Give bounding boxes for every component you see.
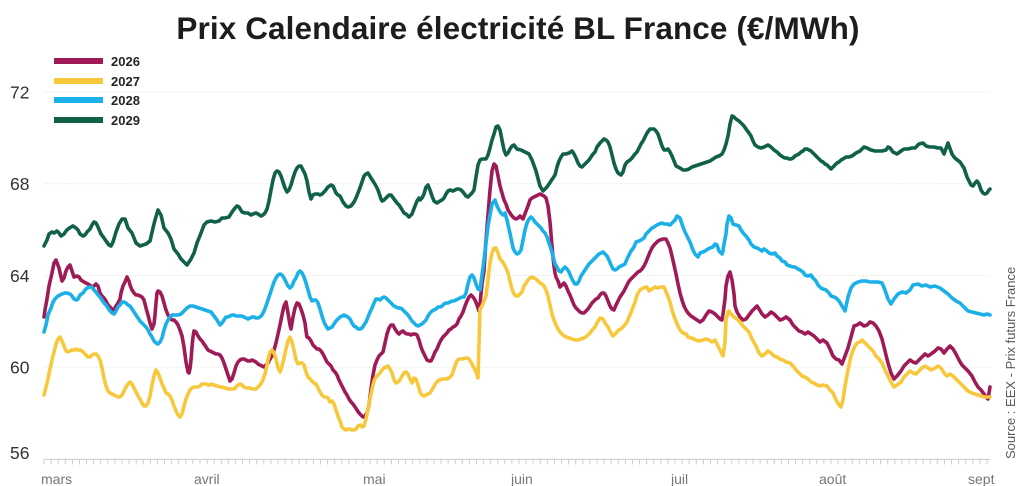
svg-text:68: 68 (10, 174, 29, 194)
svg-text:mai: mai (363, 471, 386, 486)
svg-text:juil: juil (670, 471, 688, 486)
svg-text:août: août (819, 471, 846, 486)
svg-text:Prix Calendaire électricité BL: Prix Calendaire électricité BL France (€… (176, 10, 859, 46)
svg-text:mars: mars (41, 471, 72, 486)
svg-text:2026: 2026 (111, 54, 140, 69)
svg-text:sept: sept (968, 471, 995, 486)
svg-text:Source : EEX - Prix futurs Fra: Source : EEX - Prix futurs France (1003, 267, 1018, 459)
svg-text:juin: juin (510, 471, 533, 486)
svg-text:2028: 2028 (111, 93, 140, 108)
svg-text:72: 72 (10, 83, 29, 103)
svg-text:60: 60 (10, 358, 30, 378)
svg-text:2029: 2029 (111, 113, 140, 128)
svg-text:avril: avril (194, 471, 220, 486)
svg-text:64: 64 (10, 266, 30, 286)
svg-text:2027: 2027 (111, 74, 140, 89)
svg-text:56: 56 (10, 443, 29, 463)
